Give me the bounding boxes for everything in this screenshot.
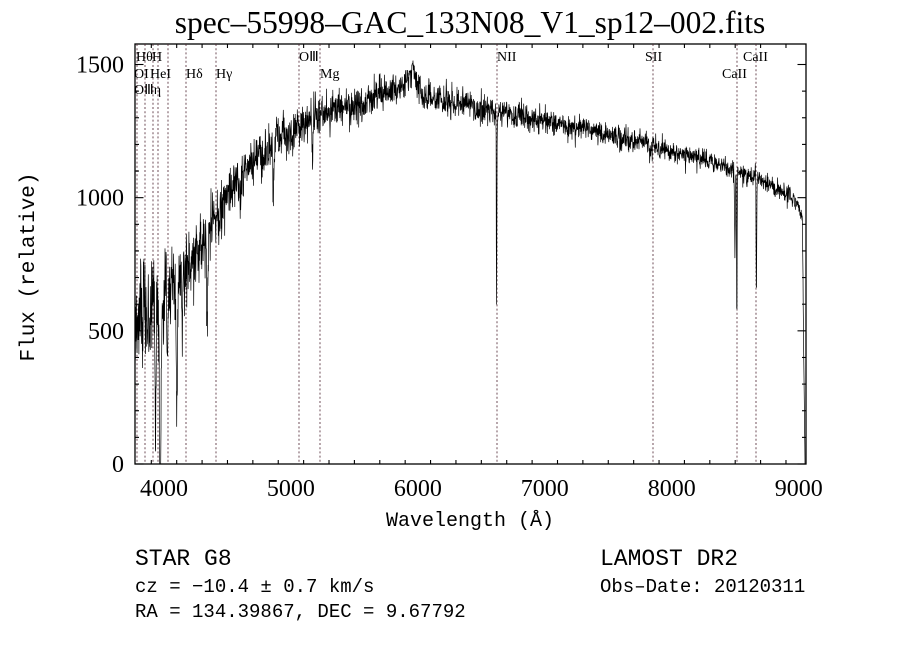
svg-text:CaII: CaII — [743, 50, 768, 65]
svg-text:Obs–Date: 20120311: Obs–Date: 20120311 — [600, 576, 805, 598]
svg-text:6000: 6000 — [394, 476, 442, 502]
svg-text:STAR G8: STAR G8 — [135, 546, 232, 572]
svg-text:HeI: HeI — [150, 67, 171, 82]
svg-text:1500: 1500 — [76, 53, 124, 79]
svg-text:Mg: Mg — [320, 67, 339, 82]
svg-text:0: 0 — [112, 452, 124, 478]
svg-text:RA = 134.39867, DEC = 9.67: RA = 134.39867, DEC = 9.67792 — [135, 601, 466, 623]
svg-text:H: H — [152, 50, 162, 65]
svg-text:LAMOST DR2: LAMOST DR2 — [600, 546, 738, 572]
svg-text:OⅢη: OⅢη — [134, 83, 161, 98]
svg-text:CaII: CaII — [722, 67, 747, 82]
svg-text:8000: 8000 — [648, 476, 696, 502]
svg-text:Hγ: Hγ — [216, 67, 232, 82]
svg-text:SII: SII — [645, 50, 662, 65]
svg-text:1000: 1000 — [76, 186, 124, 212]
svg-text:4000: 4000 — [140, 476, 188, 502]
svg-text:7000: 7000 — [521, 476, 569, 502]
svg-text:NII: NII — [497, 50, 517, 65]
svg-text:cz = −10.4 ± 0.7 km/s: cz = −10.4 ± 0.7 km/s — [135, 576, 374, 598]
svg-text:OI: OI — [134, 67, 149, 82]
svg-text:spec–55998–GAC_133N08_V1_sp12–: spec–55998–GAC_133N08_V1_sp12–002.fits — [175, 5, 766, 40]
svg-text:Hδ: Hδ — [186, 67, 203, 82]
svg-text:500: 500 — [88, 319, 124, 345]
svg-text:Flux (relative): Flux (relative) — [18, 172, 41, 361]
svg-text:9000: 9000 — [775, 476, 823, 502]
svg-text:OⅢ: OⅢ — [299, 50, 319, 65]
svg-text:Hθ: Hθ — [136, 50, 153, 65]
svg-text:5000: 5000 — [267, 476, 315, 502]
svg-text:Wavelength (Å): Wavelength (Å) — [386, 510, 554, 533]
